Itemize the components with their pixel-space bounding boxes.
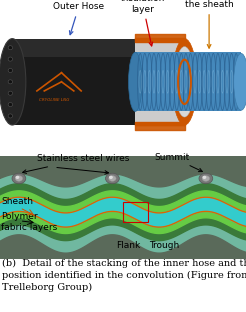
FancyBboxPatch shape [12,39,184,125]
Text: Outer Hose: Outer Hose [53,2,104,35]
Ellipse shape [234,53,246,110]
Circle shape [203,176,206,178]
Text: Polymer
fabric layers: Polymer fabric layers [1,212,58,232]
Text: Flank: Flank [116,241,140,250]
Ellipse shape [8,91,13,95]
Polygon shape [135,52,241,111]
Text: Inner Hose
containing
the sheath: Inner Hose containing the sheath [185,0,233,48]
Circle shape [15,176,23,181]
Text: (b)  Detail of the stacking of the inner hose and the
position identified in the: (b) Detail of the stacking of the inner … [2,259,246,292]
Ellipse shape [8,46,13,50]
FancyBboxPatch shape [12,39,184,57]
Ellipse shape [8,80,13,84]
Circle shape [16,176,19,178]
Ellipse shape [172,39,197,125]
Ellipse shape [174,46,195,117]
Ellipse shape [8,103,13,107]
Circle shape [109,176,116,181]
Circle shape [12,173,26,184]
Text: Insulation
layer: Insulation layer [121,0,165,46]
Circle shape [199,173,213,184]
Ellipse shape [8,114,13,118]
Polygon shape [135,39,184,125]
Ellipse shape [8,68,13,72]
Text: Trough: Trough [149,241,179,250]
Text: CRYOLINE LNG: CRYOLINE LNG [39,98,69,102]
Text: Sheath: Sheath [1,197,33,206]
Circle shape [110,176,112,178]
Text: Stainless steel wires: Stainless steel wires [23,154,129,173]
Circle shape [202,176,210,181]
Ellipse shape [129,52,142,111]
Bar [123,202,148,222]
Ellipse shape [8,57,13,61]
Text: (a)  Hose-in-hose structure of the pipe developed by
Trelleborg (Figure from Tre: (a) Hose-in-hose structure of the pipe d… [2,159,246,180]
Circle shape [106,173,119,184]
Ellipse shape [177,57,192,107]
Ellipse shape [0,39,26,125]
Text: Summit: Summit [154,153,202,172]
